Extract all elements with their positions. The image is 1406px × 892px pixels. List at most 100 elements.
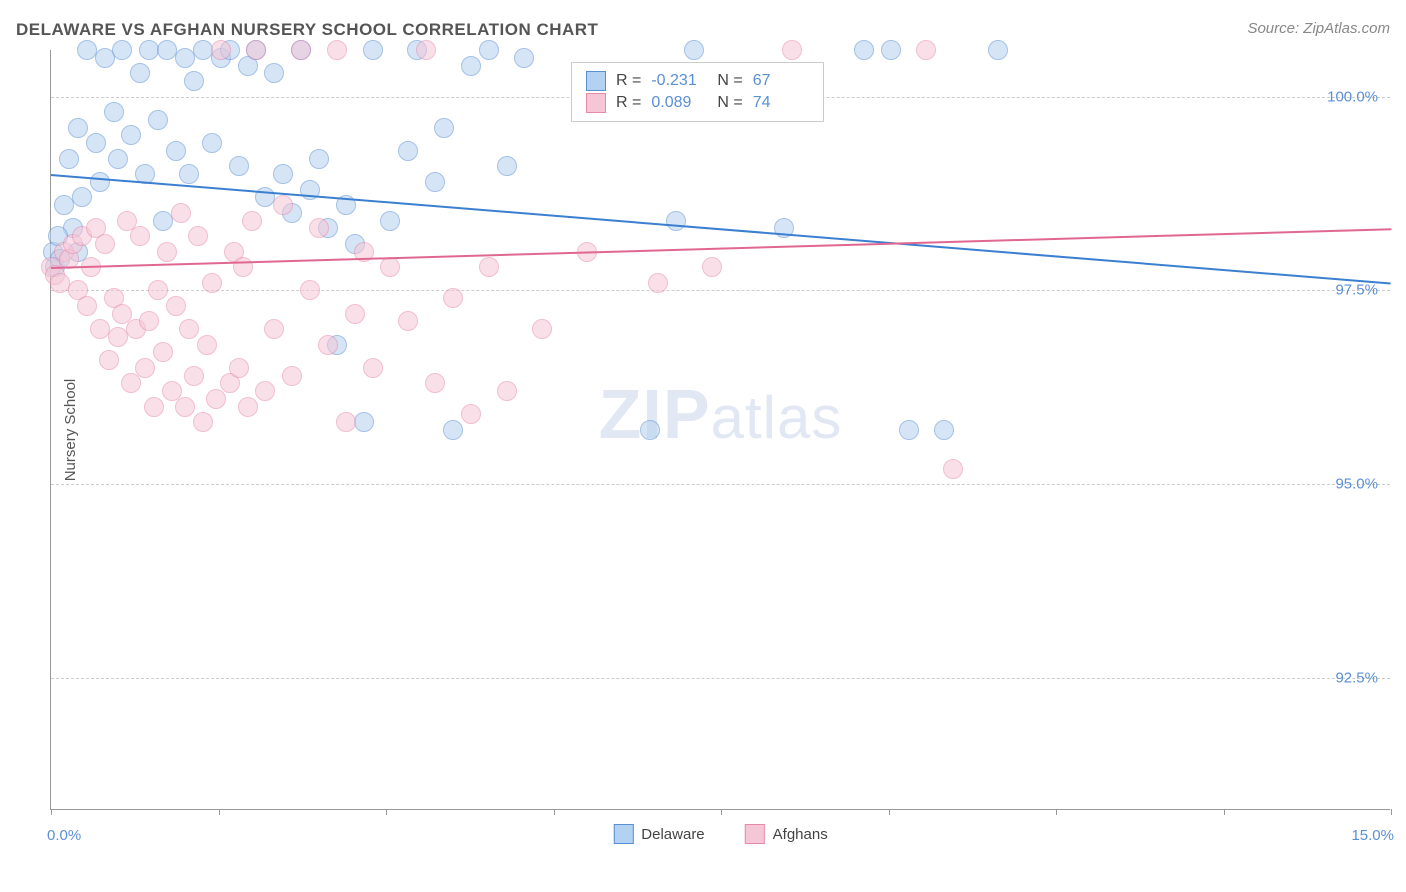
data-point — [497, 381, 517, 401]
data-point — [881, 40, 901, 60]
data-point — [434, 118, 454, 138]
gridline — [51, 290, 1390, 291]
data-point — [363, 358, 383, 378]
data-point — [854, 40, 874, 60]
data-point — [255, 381, 275, 401]
x-tick — [51, 809, 52, 815]
data-point — [121, 373, 141, 393]
data-point — [425, 172, 445, 192]
data-point — [291, 40, 311, 60]
data-point — [242, 211, 262, 231]
data-point — [148, 280, 168, 300]
data-point — [108, 149, 128, 169]
gridline — [51, 678, 1390, 679]
data-point — [479, 40, 499, 60]
data-point — [443, 288, 463, 308]
data-point — [86, 133, 106, 153]
data-point — [77, 296, 97, 316]
x-tick — [889, 809, 890, 815]
data-point — [943, 459, 963, 479]
data-point — [59, 149, 79, 169]
data-point — [238, 397, 258, 417]
data-point — [193, 412, 213, 432]
watermark: ZIPatlas — [599, 374, 843, 454]
scatter-plot: Nursery School ZIPatlas 100.0%97.5%95.0%… — [50, 50, 1390, 810]
data-point — [416, 40, 436, 60]
data-point — [273, 164, 293, 184]
data-point — [532, 319, 552, 339]
data-point — [782, 40, 802, 60]
data-point — [202, 133, 222, 153]
data-point — [300, 280, 320, 300]
data-point — [497, 156, 517, 176]
data-point — [899, 420, 919, 440]
data-point — [139, 311, 159, 331]
data-point — [197, 335, 217, 355]
data-point — [398, 141, 418, 161]
data-point — [179, 164, 199, 184]
data-point — [229, 156, 249, 176]
data-point — [184, 71, 204, 91]
data-point — [72, 187, 92, 207]
data-point — [702, 257, 722, 277]
data-point — [443, 420, 463, 440]
x-tick — [1224, 809, 1225, 815]
data-point — [380, 257, 400, 277]
y-tick-label: 97.5% — [1335, 282, 1378, 299]
data-point — [130, 226, 150, 246]
legend-swatch — [613, 824, 633, 844]
x-label-max: 15.0% — [1351, 827, 1394, 844]
data-point — [336, 412, 356, 432]
data-point — [461, 56, 481, 76]
stat-n: 74 — [753, 94, 809, 112]
chart-header: DELAWARE VS AFGHAN NURSERY SCHOOL CORREL… — [16, 20, 1390, 40]
data-point — [171, 203, 191, 223]
x-label-min: 0.0% — [47, 827, 81, 844]
stats-legend: R =-0.231N =67R =0.089N =74 — [571, 62, 824, 122]
data-point — [264, 319, 284, 339]
data-point — [398, 311, 418, 331]
series-swatch — [586, 93, 606, 113]
x-tick — [219, 809, 220, 815]
data-point — [112, 40, 132, 60]
gridline — [51, 484, 1390, 485]
data-point — [229, 358, 249, 378]
data-point — [144, 397, 164, 417]
data-point — [104, 102, 124, 122]
legend-label: Afghans — [773, 826, 828, 843]
data-point — [95, 234, 115, 254]
data-point — [246, 40, 266, 60]
stat-n: 67 — [753, 72, 809, 90]
data-point — [202, 273, 222, 293]
data-point — [175, 397, 195, 417]
legend-label: Delaware — [641, 826, 704, 843]
chart-title: DELAWARE VS AFGHAN NURSERY SCHOOL CORREL… — [16, 20, 598, 40]
data-point — [121, 125, 141, 145]
stats-row: R =0.089N =74 — [586, 93, 809, 113]
legend-item: Afghans — [745, 824, 828, 844]
x-tick — [721, 809, 722, 815]
x-tick — [1391, 809, 1392, 815]
y-tick-label: 92.5% — [1335, 670, 1378, 687]
data-point — [934, 420, 954, 440]
data-point — [90, 172, 110, 192]
x-tick — [386, 809, 387, 815]
data-point — [184, 366, 204, 386]
chart-source: Source: ZipAtlas.com — [1247, 20, 1390, 37]
stat-r: -0.231 — [651, 72, 707, 90]
data-point — [179, 319, 199, 339]
y-tick-label: 100.0% — [1327, 88, 1378, 105]
data-point — [135, 358, 155, 378]
x-tick — [554, 809, 555, 815]
legend-item: Delaware — [613, 824, 704, 844]
data-point — [153, 342, 173, 362]
data-point — [363, 40, 383, 60]
data-point — [68, 118, 88, 138]
data-point — [282, 366, 302, 386]
stats-row: R =-0.231N =67 — [586, 71, 809, 91]
data-point — [461, 404, 481, 424]
data-point — [157, 242, 177, 262]
data-point — [166, 296, 186, 316]
data-point — [648, 273, 668, 293]
data-point — [666, 211, 686, 231]
